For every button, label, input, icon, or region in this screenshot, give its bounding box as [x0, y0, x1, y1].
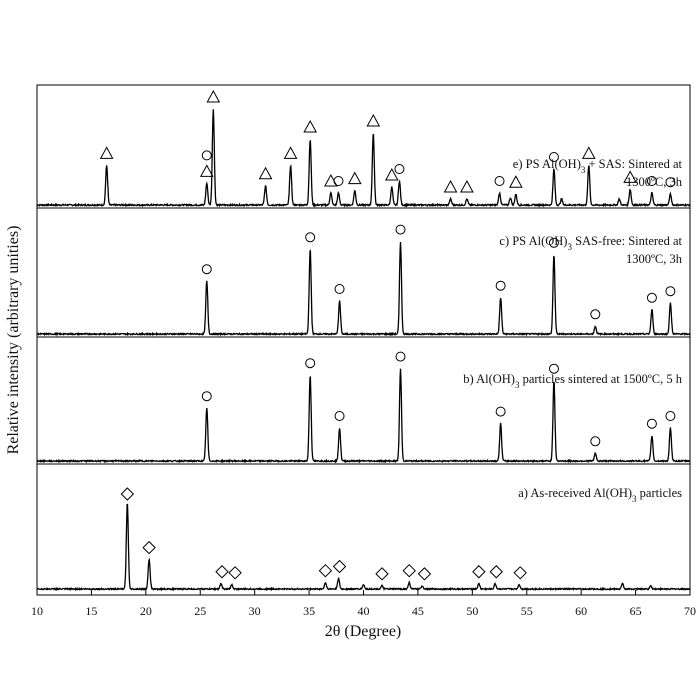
x-tick-label: 40 — [358, 604, 370, 618]
circle-marker — [548, 237, 559, 248]
diamond-marker — [318, 563, 333, 578]
trace-2 — [36, 241, 691, 337]
x-axis-ticks: 10 15 20 25 30 35 40 45 50 55 60 65 70 — [31, 590, 696, 618]
circle-marker — [494, 176, 505, 186]
trace-3 — [36, 368, 691, 464]
triangle-marker — [509, 175, 523, 188]
x-tick-label: 50 — [466, 604, 478, 618]
x-tick-label: 45 — [412, 604, 424, 618]
triangle-marker — [206, 89, 221, 103]
peak-markers — [99, 89, 676, 581]
circle-marker — [305, 232, 316, 243]
diamond-marker — [472, 565, 486, 579]
x-tick-label: 35 — [303, 604, 315, 618]
triangle-marker — [347, 171, 362, 185]
diamond-marker — [513, 566, 527, 580]
circle-marker — [665, 286, 676, 297]
diamond-marker — [375, 567, 389, 581]
circle-marker — [394, 164, 405, 174]
diffraction-traces — [36, 109, 691, 592]
x-tick-label: 15 — [85, 604, 97, 618]
x-tick-label: 30 — [249, 604, 261, 618]
diamond-marker — [215, 565, 229, 579]
x-tick-label: 60 — [575, 604, 587, 618]
trace-1 — [36, 109, 691, 208]
circle-marker — [333, 176, 344, 186]
circle-marker — [395, 351, 406, 362]
panel-dividers — [37, 207, 690, 465]
triangle-marker — [384, 167, 399, 181]
triangle-marker — [460, 179, 474, 193]
triangle-marker — [443, 179, 458, 193]
y-axis-title: Relative intensity (arbitrary unities) — [5, 226, 22, 455]
triangle-marker — [283, 146, 298, 159]
x-tick-label: 70 — [684, 604, 696, 618]
circle-marker — [201, 150, 212, 161]
diamond-marker — [142, 540, 156, 555]
triangle-marker — [258, 166, 273, 180]
diamond-marker — [489, 565, 503, 579]
panel-label: b) Al(OH)3 particles sintered at 1500ºC,… — [463, 372, 683, 390]
x-axis-title: 2θ (Degree) — [325, 623, 402, 640]
triangle-marker — [99, 146, 114, 159]
panel-label: 1300ºC, 3h — [626, 175, 683, 189]
panel-label: 1300ºC, 3h — [626, 252, 683, 266]
circle-marker — [548, 152, 559, 162]
circle-marker — [590, 436, 601, 447]
diamond-marker — [402, 563, 416, 578]
circle-marker — [646, 418, 657, 429]
circle-marker — [665, 411, 676, 421]
diamond-marker — [332, 559, 347, 574]
triangle-marker — [199, 164, 214, 177]
circle-marker — [495, 280, 506, 291]
circle-marker — [334, 284, 345, 294]
triangle-marker — [366, 113, 381, 127]
circle-marker — [665, 177, 676, 188]
circle-marker — [646, 176, 657, 186]
triangle-marker — [303, 119, 318, 133]
panel-labels: e) PS Al(OH)3 + SAS: Sintered at1300ºC, … — [463, 157, 683, 504]
circle-marker — [646, 292, 657, 303]
x-tick-label: 25 — [194, 604, 206, 618]
x-tick-label: 65 — [630, 604, 642, 618]
diamond-marker — [228, 566, 242, 580]
circle-marker — [395, 224, 406, 235]
circle-marker — [334, 411, 345, 421]
circle-marker — [305, 358, 316, 369]
diamond-marker — [417, 567, 432, 581]
diamond-marker — [120, 487, 135, 501]
circle-marker — [201, 391, 212, 402]
circle-marker — [590, 309, 601, 320]
panel-label: a) As-received Al(OH)3 particles — [518, 486, 682, 504]
trace-4 — [36, 503, 691, 592]
x-tick-label: 20 — [140, 604, 152, 618]
circle-marker — [548, 363, 559, 374]
circle-marker — [495, 406, 506, 417]
panel-label: c) PS Al(OH)3 SAS-free: Sintered at — [499, 234, 682, 252]
circle-marker — [201, 264, 212, 275]
panel-label: e) PS Al(OH)3 + SAS: Sintered at — [513, 157, 683, 175]
triangle-marker — [623, 170, 637, 183]
x-tick-label: 10 — [31, 604, 43, 618]
x-tick-label: 55 — [521, 604, 533, 618]
triangle-marker — [581, 146, 596, 159]
